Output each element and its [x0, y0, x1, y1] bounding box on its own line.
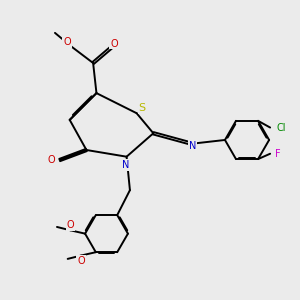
Text: O: O	[77, 256, 85, 266]
Text: N: N	[189, 141, 196, 151]
Text: O: O	[48, 155, 56, 165]
Text: O: O	[67, 220, 74, 230]
Text: O: O	[110, 39, 118, 49]
Text: O: O	[63, 37, 71, 47]
Text: S: S	[138, 103, 146, 113]
Text: N: N	[122, 160, 129, 170]
Text: F: F	[275, 149, 280, 159]
Text: Cl: Cl	[277, 122, 286, 133]
